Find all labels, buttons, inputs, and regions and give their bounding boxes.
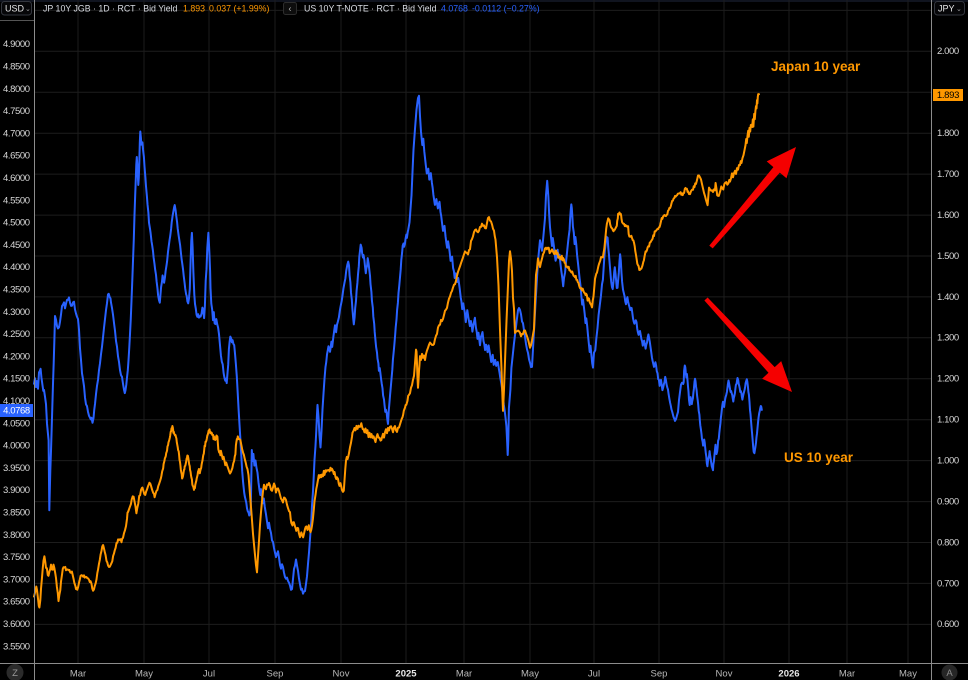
svg-text:3.6500: 3.6500 (3, 597, 30, 608)
svg-text:A: A (946, 668, 953, 679)
svg-text:4.4500: 4.4500 (3, 240, 30, 251)
svg-text:4.6000: 4.6000 (3, 173, 30, 184)
svg-text:May: May (135, 669, 153, 680)
svg-text:4.7500: 4.7500 (3, 106, 30, 117)
svg-text:4.0768: 4.0768 (441, 4, 468, 14)
svg-text:1.000: 1.000 (937, 456, 959, 467)
svg-text:1.300: 1.300 (937, 333, 959, 344)
svg-text:Sep: Sep (267, 669, 284, 680)
svg-text:3.9500: 3.9500 (3, 463, 30, 474)
svg-text:1.700: 1.700 (937, 169, 959, 180)
svg-text:1.400: 1.400 (937, 292, 959, 303)
svg-text:4.0000: 4.0000 (3, 441, 30, 452)
svg-text:Jul: Jul (588, 669, 600, 680)
svg-text:1.500: 1.500 (937, 251, 959, 262)
svg-text:Nov: Nov (333, 669, 350, 680)
svg-text:0.600: 0.600 (937, 619, 959, 630)
svg-text:3.8000: 3.8000 (3, 530, 30, 541)
svg-text:4.5000: 4.5000 (3, 218, 30, 229)
svg-text:4.9000: 4.9000 (3, 39, 30, 50)
svg-text:May: May (521, 669, 539, 680)
svg-text:Z: Z (12, 668, 18, 679)
svg-text:3.7000: 3.7000 (3, 574, 30, 585)
svg-text:1.893: 1.893 (183, 4, 205, 14)
svg-text:US 10Y T-NOTE · RCT · Bid Yiel: US 10Y T-NOTE · RCT · Bid Yield (304, 4, 437, 14)
svg-text:3.5500: 3.5500 (3, 641, 30, 652)
svg-text:‹: ‹ (289, 4, 292, 14)
svg-text:USD: USD (5, 4, 25, 14)
svg-text:⌄: ⌄ (956, 6, 962, 13)
svg-text:Mar: Mar (70, 669, 86, 680)
svg-text:1.200: 1.200 (937, 374, 959, 385)
svg-text:0.900: 0.900 (937, 496, 959, 507)
svg-text:3.9000: 3.9000 (3, 485, 30, 496)
svg-text:-0.0112 (−0.27%): -0.0112 (−0.27%) (472, 4, 540, 14)
svg-text:4.5500: 4.5500 (3, 195, 30, 206)
svg-text:Japan 10 year: Japan 10 year (771, 59, 861, 74)
svg-text:4.0768: 4.0768 (3, 406, 30, 417)
svg-text:2026: 2026 (778, 669, 799, 680)
svg-text:4.7000: 4.7000 (3, 128, 30, 139)
svg-text:Sep: Sep (651, 669, 668, 680)
svg-text:2025: 2025 (395, 669, 417, 680)
svg-text:⌄: ⌄ (25, 6, 31, 13)
svg-text:May: May (899, 669, 917, 680)
svg-text:4.2000: 4.2000 (3, 351, 30, 362)
svg-text:3.8500: 3.8500 (3, 508, 30, 519)
svg-text:4.1500: 4.1500 (3, 374, 30, 385)
svg-text:Nov: Nov (716, 669, 733, 680)
svg-text:JPY: JPY (938, 4, 955, 14)
svg-text:4.0500: 4.0500 (3, 418, 30, 429)
svg-text:4.6500: 4.6500 (3, 151, 30, 162)
svg-text:1.100: 1.100 (937, 415, 959, 426)
svg-text:4.3000: 4.3000 (3, 307, 30, 318)
svg-text:0.700: 0.700 (937, 578, 959, 589)
svg-text:JP 10Y JGB · 1D · RCT · Bid Yi: JP 10Y JGB · 1D · RCT · Bid Yield (43, 4, 178, 14)
svg-text:1.893: 1.893 (937, 90, 959, 101)
svg-text:4.3500: 4.3500 (3, 285, 30, 296)
svg-text:1.800: 1.800 (937, 128, 959, 139)
svg-text:Mar: Mar (456, 669, 472, 680)
svg-text:4.4000: 4.4000 (3, 262, 30, 273)
svg-text:Mar: Mar (839, 669, 855, 680)
svg-text:0.800: 0.800 (937, 537, 959, 548)
svg-text:0.037 (+1.99%): 0.037 (+1.99%) (209, 4, 269, 14)
svg-text:4.8000: 4.8000 (3, 84, 30, 95)
svg-text:3.7500: 3.7500 (3, 552, 30, 563)
svg-text:3.6000: 3.6000 (3, 619, 30, 630)
svg-text:4.1000: 4.1000 (3, 396, 30, 407)
svg-text:4.2500: 4.2500 (3, 329, 30, 340)
svg-text:US 10 year: US 10 year (784, 450, 854, 465)
svg-text:1.600: 1.600 (937, 210, 959, 221)
svg-text:4.8500: 4.8500 (3, 62, 30, 73)
svg-text:Jul: Jul (203, 669, 215, 680)
svg-text:2.000: 2.000 (937, 46, 959, 57)
